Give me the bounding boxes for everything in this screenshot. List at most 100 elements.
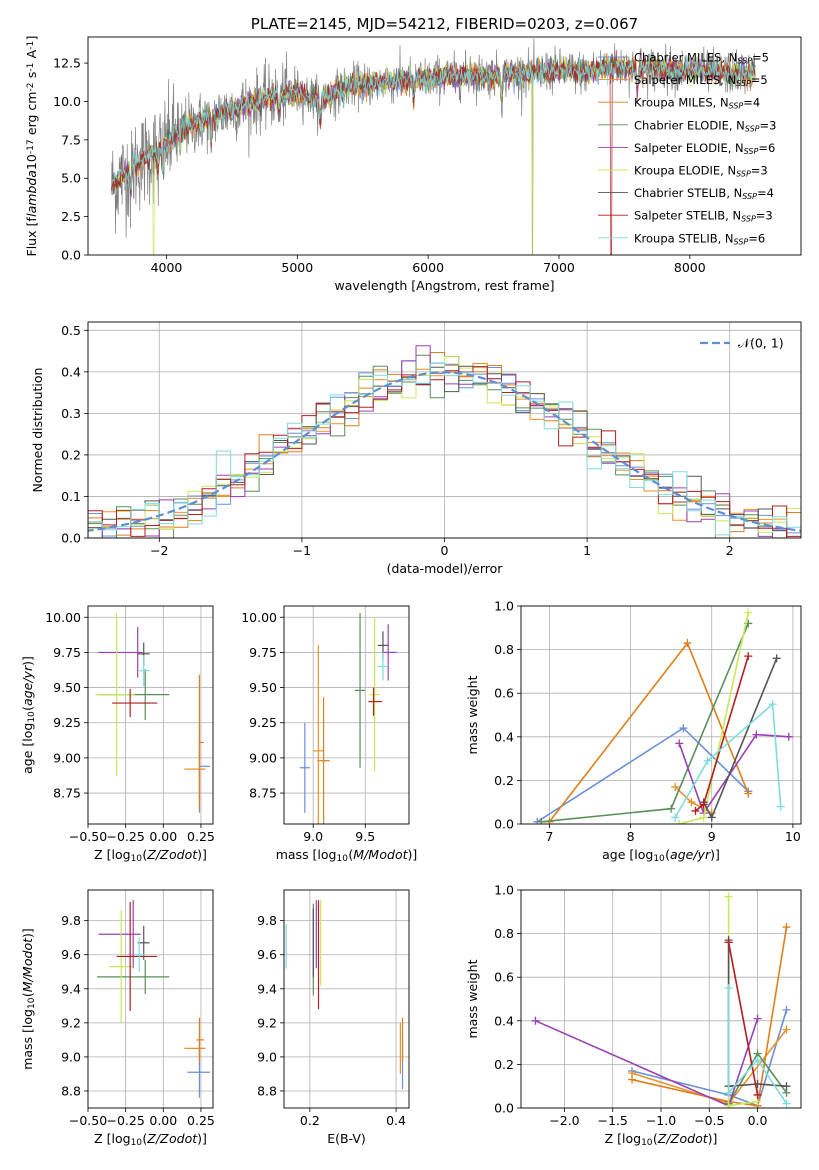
weight-marker	[782, 923, 791, 932]
weight-marker	[782, 1005, 791, 1014]
y-tick-label: 0.3	[61, 406, 81, 421]
weight-marker	[691, 806, 700, 815]
legend-entry: Kroupa MILES, NSSP=4	[634, 96, 760, 111]
weight-marker	[782, 1025, 791, 1034]
y-tick-label: 5.0	[61, 171, 81, 186]
y-tick-label: 9.6	[257, 947, 277, 962]
errorbar-point-8	[368, 687, 382, 716]
y-tick-label: 8.8	[257, 1083, 277, 1098]
axes-frame	[87, 605, 214, 825]
weight-marker	[782, 1099, 791, 1108]
plot-area	[531, 892, 791, 1108]
y-tick-label: 0.0	[61, 248, 81, 263]
y-tick-label: 9.4	[257, 981, 277, 996]
x-tick-label: −0.50	[69, 829, 107, 844]
errorbar-point-2	[313, 645, 324, 824]
y-tick-label: 0.0	[61, 531, 81, 546]
y-axis-label: mass weight	[465, 959, 480, 1038]
errorbar-point-6	[109, 910, 134, 1023]
y-tick-label: 9.6	[61, 947, 81, 962]
x-tick-label: 8	[627, 829, 635, 844]
errorbar-point-4	[97, 959, 170, 994]
weight-marker	[667, 804, 676, 813]
errorbar-point-8	[116, 901, 158, 1011]
x-tick-label: −0.5	[694, 1113, 724, 1128]
legend-entry: Chabrier ELODIE, NSSP=3	[634, 118, 776, 133]
x-tick-label: 0	[441, 543, 449, 558]
y-tick-label: 0.1	[61, 489, 81, 504]
x-tick-label: −1	[293, 543, 311, 558]
plot-area	[111, 38, 756, 255]
x-tick-label: 0.2	[300, 1113, 320, 1128]
axes-frame	[87, 36, 802, 256]
errorbar-point-2	[184, 741, 206, 798]
x-tick-label: −1.5	[598, 1113, 628, 1128]
weight-series-5	[678, 733, 789, 815]
weight-marker	[782, 1082, 791, 1091]
y-tick-label: 2.5	[61, 209, 81, 224]
axes-frame	[520, 605, 802, 825]
x-tick-label: 1	[583, 543, 591, 558]
observed-spectrum	[111, 38, 756, 255]
weight-marker	[675, 820, 684, 824]
y-tick-label: 9.2	[257, 1015, 277, 1030]
plot-area	[533, 608, 793, 824]
y-tick-label: 0.5	[61, 323, 81, 338]
legend-entry: Chabrier STELIB, NSSP=4	[634, 186, 774, 201]
y-tick-label: 0.2	[61, 447, 81, 462]
y-tick-label: 10.0	[53, 94, 81, 109]
y-axis-label: mass [log10 (M/M odot)]	[20, 928, 37, 1070]
x-tick-label: 7000	[543, 260, 575, 275]
x-tick-label: 0.25	[187, 829, 215, 844]
y-tick-label: 0.8	[494, 926, 514, 941]
weight-marker	[752, 730, 761, 739]
y-axis-label: age [log10 (age/yr)]	[20, 656, 37, 774]
weight-series-9	[727, 988, 788, 1105]
weight-marker	[724, 1101, 733, 1108]
normal-curve	[88, 371, 801, 532]
axes-frame	[283, 605, 410, 825]
x-axis-label: Z [log10 (Z/Z odot)]	[605, 1131, 718, 1148]
mass-age-panel: 9.0 9.5 8.75 9.00 9.25 9.50 9.75 10.00 mass [log…	[241, 605, 417, 864]
y-tick-label: 0.4	[494, 729, 514, 744]
weight-marker	[768, 700, 777, 709]
z-mass-panel: −0.50 −0.25 0.00 0.25 8.8 9.0 9.2 9.4 9.6 9.8 Z [l…	[20, 889, 215, 1148]
axes-frame	[520, 889, 802, 1109]
weight-marker	[753, 1056, 762, 1065]
x-tick-label: −0.50	[69, 1113, 107, 1128]
errorbar-point-1	[187, 1046, 210, 1098]
weight-marker	[531, 1016, 540, 1025]
x-tick-label: 9.5	[355, 829, 375, 844]
plot-area	[299, 613, 397, 824]
spectrum-panel: 4000 5000 6000 7000 8000 0.0 2.5 5.0 7.5 10.0 12.5…	[24, 36, 802, 293]
plot-area	[97, 900, 210, 1098]
y-tick-label: 9.50	[249, 680, 277, 695]
weight-series-8	[727, 942, 759, 1096]
weight-marker	[744, 789, 753, 798]
weight-marker	[724, 1088, 733, 1097]
legend-entry: Kroupa STELIB, NSSP=6	[634, 231, 765, 246]
weight-series-1	[536, 727, 749, 823]
y-tick-label: 9.00	[249, 750, 277, 765]
residuals-panel: −2 −1 0 1 2 0.0 0.1 0.2 0.3 0.4 0.5 (data-model)/er…	[30, 321, 802, 576]
weight-marker	[744, 608, 753, 617]
y-axis-label: mass weight	[465, 675, 480, 754]
legend-entry: Chabrier MILES, NSSP=5	[634, 51, 769, 66]
y-tick-label: 9.75	[249, 645, 277, 660]
weight-series-9	[674, 702, 782, 818]
weight-marker	[724, 984, 733, 993]
weight-series-5	[535, 1018, 759, 1107]
errorbar-point-9	[139, 655, 150, 687]
y-tick-label: 1.0	[494, 883, 514, 898]
y-tick-label: 8.75	[249, 786, 277, 801]
x-tick-label: 0.4	[386, 1113, 406, 1128]
errorbar-point-1	[299, 722, 311, 813]
weight-marker	[699, 813, 708, 822]
errorbar-point-5	[382, 624, 397, 681]
errorbar-point-6	[369, 617, 380, 772]
spectrum-title: PLATE=2145, MJD=54212, FIBERID=0203, z=0…	[251, 15, 638, 33]
x-axis-label: Z [log10 (Z/Z odot)]	[94, 1131, 207, 1148]
weight-marker	[679, 724, 688, 733]
y-tick-label: 9.75	[53, 645, 81, 660]
y-tick-label: 0.4	[494, 1013, 514, 1028]
